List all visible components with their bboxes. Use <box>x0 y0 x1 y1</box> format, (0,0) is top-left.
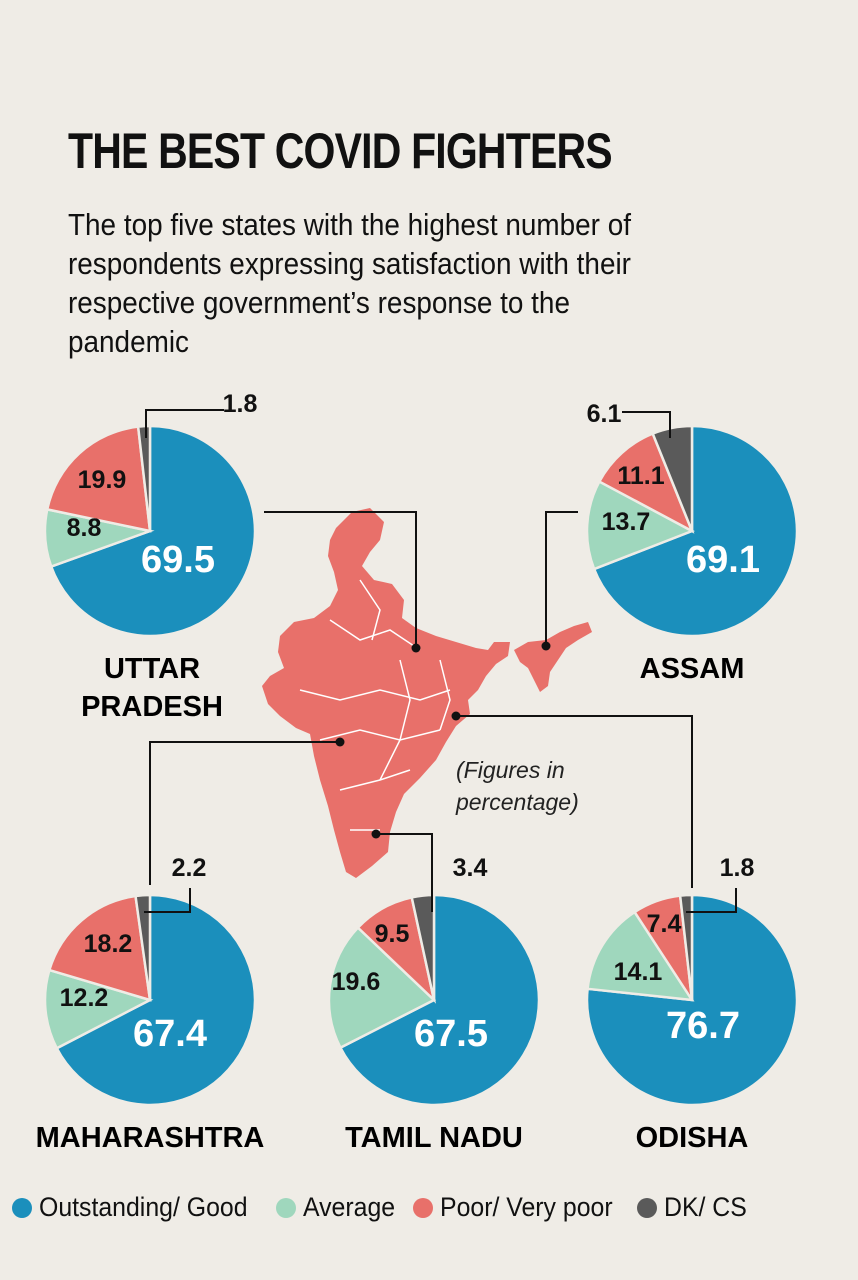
legend-swatch <box>12 1197 32 1218</box>
dk-callout-line <box>144 888 191 913</box>
pie-slice-outstanding-good <box>592 424 799 638</box>
map-leader-line <box>456 715 693 888</box>
value-label-poor: 11.1 <box>617 462 664 490</box>
legend-label: Average <box>302 1192 395 1222</box>
state-pie: 69.1 11.1 13.7 6.1 ASSAM <box>585 400 799 685</box>
legend-item: DK/ CS <box>637 1192 754 1223</box>
legend-swatch <box>412 1197 433 1218</box>
figures-note-line2: percentage) <box>455 789 579 815</box>
pie-slice-dk-cs <box>134 893 152 1001</box>
pie-slice-average <box>586 910 695 1002</box>
state-name: ODISHA <box>636 1122 749 1154</box>
pie-slice-poor-very-poor <box>47 894 152 1002</box>
value-label-average: 8.8 <box>67 514 102 542</box>
map-leader-line <box>149 741 340 885</box>
state-border-line <box>439 659 451 731</box>
state-pie: 76.7 7.4 14.1 1.8 ODISHA <box>585 854 799 1154</box>
dk-callout-line <box>686 888 737 913</box>
pie-slice-poor-very-poor <box>45 425 152 533</box>
dk-callout-line <box>145 409 224 438</box>
value-label-dk: 3.4 <box>453 854 488 882</box>
legend-label: Outstanding/ Good <box>39 1192 248 1222</box>
state-pie: 67.5 9.5 19.6 3.4 TAMIL NADU <box>327 833 541 1154</box>
india-northeast-shape <box>514 622 592 692</box>
legend-item: Average <box>275 1192 403 1223</box>
leader-lines <box>149 511 693 888</box>
state-border-line <box>379 659 411 781</box>
pie-slice-outstanding-good <box>55 893 257 1107</box>
value-label-poor: 18.2 <box>84 930 133 958</box>
pie-slice-average <box>43 968 154 1050</box>
state-name: PRADESH <box>81 691 223 723</box>
value-label-poor: 7.4 <box>647 910 682 938</box>
map-leader-dot <box>335 737 345 747</box>
dk-callout-line <box>622 411 671 438</box>
map-leader-dot <box>541 641 551 651</box>
map-leader-dot <box>411 643 421 653</box>
value-label-dk: 6.1 <box>587 400 622 428</box>
value-label-outstanding: 67.4 <box>133 1013 207 1055</box>
chart-title: THE BEST COVID FIGHTERS <box>68 123 613 179</box>
pie-slice-average <box>327 925 437 1050</box>
value-label-average: 19.6 <box>332 968 381 996</box>
value-label-dk: 1.8 <box>720 854 755 882</box>
figures-note-line1: (Figures in <box>456 757 565 783</box>
pie-slice-dk-cs <box>136 424 152 532</box>
legend-swatch <box>637 1197 658 1218</box>
legend: Outstanding/ Good Average Poor/ Very poor D… <box>12 1192 852 1223</box>
state-pie: 69.5 19.9 8.8 1.8 UTTAR PRADESH <box>43 390 258 723</box>
value-label-dk: 1.8 <box>223 390 258 418</box>
legend-label: Poor/ Very poor <box>439 1192 613 1222</box>
pie-slice-dk-cs <box>651 424 694 532</box>
state-border-line <box>329 619 421 651</box>
state-name: UTTAR <box>104 653 200 685</box>
legend-item: Poor/ Very poor <box>412 1192 628 1223</box>
value-label-average: 14.1 <box>614 958 663 986</box>
value-label-outstanding: 76.7 <box>666 1005 740 1047</box>
india-mainland-shape <box>262 508 510 878</box>
chart-subtitle: The top five states with the highest num… <box>68 207 631 359</box>
map-leader-line <box>545 511 578 646</box>
map-leader-line <box>264 511 417 648</box>
pie-slice-dk-cs <box>410 893 436 1001</box>
pie-charts: 69.5 19.9 8.8 1.8 UTTAR PRADESH 69.1 11.1 13.7 6.… <box>36 390 799 1154</box>
pie-slice-average <box>585 479 695 571</box>
value-label-dk: 2.2 <box>172 854 207 882</box>
value-label-average: 12.2 <box>60 984 109 1012</box>
pie-slice-poor-very-poor <box>597 431 695 534</box>
state-border-line <box>359 579 381 641</box>
value-label-poor: 19.9 <box>78 466 127 494</box>
dk-callout-line <box>376 833 433 912</box>
india-map <box>262 508 592 878</box>
state-name: ASSAM <box>640 653 745 685</box>
legend-swatch <box>275 1197 296 1218</box>
value-label-outstanding: 69.5 <box>141 539 215 581</box>
value-label-average: 13.7 <box>602 508 651 536</box>
state-pie: 67.4 18.2 12.2 2.2 MAHARASHTRA <box>36 854 265 1154</box>
value-label-outstanding: 67.5 <box>414 1013 488 1055</box>
legend-item: Outstanding/ Good <box>12 1192 266 1223</box>
value-label-poor: 9.5 <box>375 920 410 948</box>
value-label-outstanding: 69.1 <box>686 539 760 581</box>
map-leader-dot <box>451 711 461 721</box>
legend-label: DK/ CS <box>664 1192 748 1222</box>
state-border-line <box>319 729 441 741</box>
state-name: MAHARASHTRA <box>36 1122 265 1154</box>
pie-slice-outstanding-good <box>338 893 541 1107</box>
pie-slice-outstanding-good <box>585 893 799 1107</box>
state-name: TAMIL NADU <box>345 1122 523 1154</box>
state-border-line <box>299 689 451 701</box>
pie-slice-dk-cs <box>678 893 694 1001</box>
